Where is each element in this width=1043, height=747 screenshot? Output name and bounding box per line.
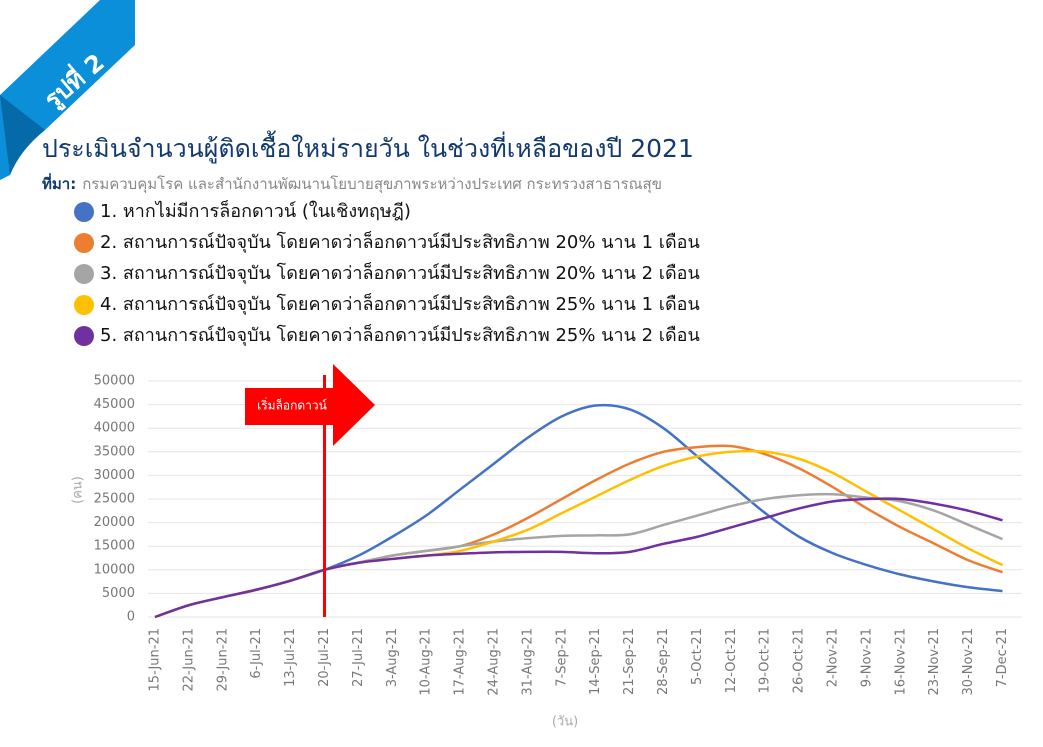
source: ที่มา: กรมควบคุมโรค และสำนักงานพัฒนานโยบา… — [42, 173, 662, 194]
x-tick-label: 10-Aug-21 — [419, 628, 434, 696]
x-tick-label: 30-Nov-21 — [961, 628, 976, 696]
x-tick-label: 5-Oct-21 — [690, 628, 705, 685]
series-line — [154, 497, 1003, 619]
lockdown-label: เริ่มล็อกดาวน์ — [257, 397, 327, 413]
legend-label: 2. สถานการณ์ปัจจุบัน โดยคาดว่าล็อกดาวน์ม… — [100, 230, 700, 253]
x-tick-label: 21-Sep-21 — [622, 628, 637, 695]
x-axis-label: (วัน) — [552, 715, 578, 730]
x-tick-label: 28-Sep-21 — [656, 628, 671, 695]
x-tick-label: 14-Sep-21 — [588, 628, 603, 695]
source-text: กรมควบคุมโรค และสำนักงานพัฒนานโยบายสุขภา… — [82, 175, 662, 194]
y-tick-label: 20000 — [94, 515, 135, 530]
y-tick-label: 10000 — [94, 562, 135, 577]
x-tick-label: 6-Jul-21 — [249, 628, 264, 679]
x-tick-label: 17-Aug-21 — [453, 628, 468, 696]
series-line — [154, 449, 1004, 619]
y-tick-label: 50000 — [94, 374, 135, 389]
y-axis-label: (คน) — [71, 476, 86, 504]
series-line — [154, 403, 1003, 619]
x-tick-label: 15-Jun-21 — [148, 628, 163, 692]
x-tick-label: 22-Jun-21 — [181, 628, 196, 692]
x-tick-label: 19-Oct-21 — [758, 628, 773, 693]
x-tick-label: 23-Nov-21 — [927, 628, 942, 696]
badge-fold — [0, 95, 45, 175]
x-tick-label: 24-Aug-21 — [487, 628, 502, 696]
y-tick-label: 40000 — [94, 421, 135, 436]
x-tick-label: 12-Oct-21 — [724, 628, 739, 693]
legend-label: 1. หากไม่มีการล็อกดาวน์ (ในเชิงทฤษฎี) — [100, 199, 411, 222]
x-tick-label: 9-Nov-21 — [859, 628, 874, 687]
x-tick-label: 7-Sep-21 — [554, 628, 569, 687]
y-tick-label: 45000 — [94, 397, 135, 412]
x-tick-label: 16-Nov-21 — [893, 628, 908, 696]
x-tick-label: 2-Nov-21 — [826, 628, 841, 687]
x-tick-label: 26-Oct-21 — [792, 628, 807, 693]
x-tick-label: 27-Jul-21 — [351, 628, 366, 687]
x-tick-label: 3-Aug-21 — [385, 628, 400, 687]
chart-title: ประเมินจำนวนผู้ติดเชื้อใหม่รายวัน ในช่วง… — [42, 130, 694, 164]
y-tick-label: 15000 — [94, 539, 135, 554]
x-tick-label: 7-Dec-21 — [995, 628, 1010, 687]
x-tick-label: 20-Jul-21 — [317, 628, 332, 687]
source-label: ที่มา: — [42, 173, 76, 193]
y-tick-label: 0 — [127, 610, 135, 625]
legend-marker — [74, 202, 94, 222]
x-tick-label: 31-Aug-21 — [520, 628, 535, 696]
legend-label: 5. สถานการณ์ปัจจุบัน โดยคาดว่าล็อกดาวน์ม… — [100, 323, 700, 346]
lockdown-arrow — [245, 364, 375, 446]
series-line — [154, 444, 1003, 619]
y-tick-label: 5000 — [102, 586, 135, 601]
y-tick-label: 35000 — [94, 444, 135, 459]
legend-marker — [74, 264, 94, 284]
x-tick-label: 29-Jun-21 — [215, 628, 230, 692]
legend-label: 4. สถานการณ์ปัจจุบัน โดยคาดว่าล็อกดาวน์ม… — [100, 292, 700, 315]
x-tick-label: 13-Jul-21 — [283, 628, 298, 687]
legend-marker — [74, 326, 94, 346]
y-tick-label: 25000 — [94, 492, 135, 507]
y-tick-label: 30000 — [94, 468, 135, 483]
legend-label: 3. สถานการณ์ปัจจุบัน โดยคาดว่าล็อกดาวน์ม… — [100, 261, 700, 284]
legend-marker — [74, 233, 94, 253]
legend-marker — [74, 295, 94, 315]
